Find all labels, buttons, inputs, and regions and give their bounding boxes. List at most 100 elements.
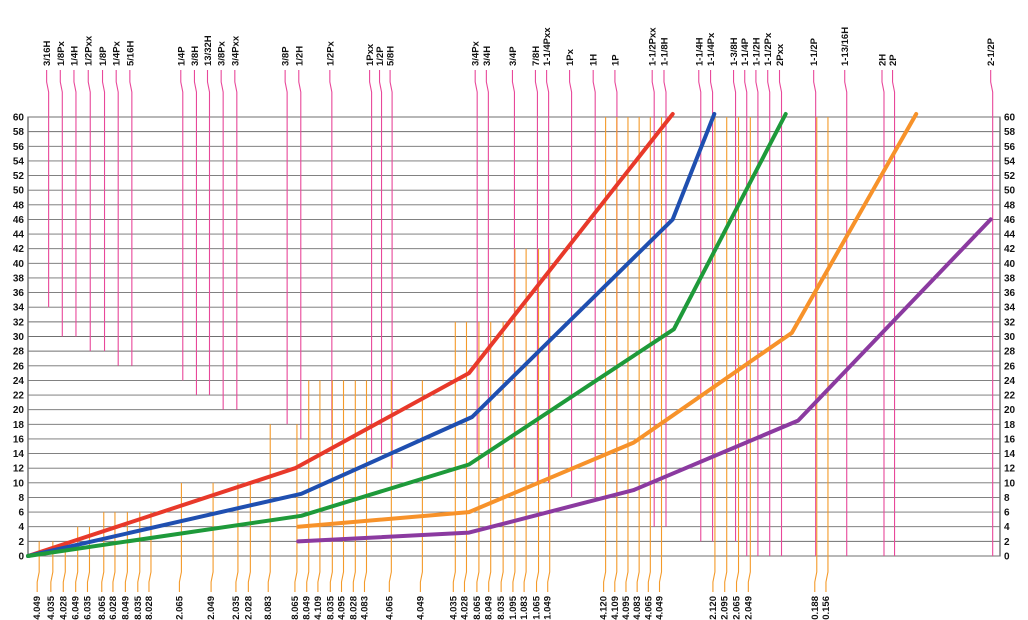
top-leader-line bbox=[193, 70, 198, 396]
y-tick-label-left: 20 bbox=[13, 405, 25, 416]
bottom-size-label: 1/2.035 bbox=[231, 595, 242, 620]
bottom-leader-line bbox=[625, 117, 629, 592]
bottom-size-label: 1-1/4.109 bbox=[610, 596, 621, 620]
y-tick-label-left: 4 bbox=[18, 522, 24, 533]
bottom-size-label: 3/4.095 bbox=[337, 595, 348, 620]
y-tick-label-left: 40 bbox=[13, 259, 25, 270]
series-line bbox=[26, 112, 675, 558]
y-tick-label-right: 52 bbox=[1004, 171, 1016, 182]
series-line bbox=[26, 112, 717, 558]
top-size-label: 1/2Pxx bbox=[84, 35, 95, 66]
top-leader-line bbox=[990, 70, 994, 556]
y-tick-label-right: 32 bbox=[1004, 317, 1016, 328]
y-tick-label-right: 12 bbox=[1004, 464, 1016, 475]
bottom-size-label: 1-1/4.095 bbox=[621, 595, 632, 620]
bottom-leader-line bbox=[137, 512, 141, 592]
top-size-label: 1Pxx bbox=[365, 43, 376, 66]
bottom-size-label: 1-1/4.049 bbox=[655, 596, 666, 620]
top-leader-line bbox=[298, 70, 302, 439]
top-size-label: 1Px bbox=[565, 48, 576, 66]
y-tick-label-left: 22 bbox=[13, 391, 25, 402]
bottom-leader-line bbox=[814, 117, 818, 592]
top-leader-line bbox=[115, 70, 119, 366]
y-tick-label-left: 58 bbox=[13, 127, 25, 138]
y-tick-label-left: 32 bbox=[13, 317, 25, 328]
bottom-size-label: 7/8.049 bbox=[484, 596, 495, 620]
top-leader-line bbox=[59, 70, 63, 337]
top-leader-line bbox=[220, 70, 224, 410]
top-leader-line bbox=[511, 70, 515, 469]
top-size-label: 2Pxx bbox=[775, 43, 786, 66]
y-tick-label-left: 16 bbox=[13, 434, 25, 445]
y-tick-label-right: 46 bbox=[1004, 215, 1016, 226]
bottom-size-label: 1.065 bbox=[532, 595, 543, 619]
top-leader-line bbox=[87, 70, 91, 352]
top-size-label: 1/4H bbox=[69, 46, 80, 66]
top-size-label: 2H bbox=[877, 54, 888, 66]
bottom-size-label: 1.083 bbox=[519, 596, 530, 620]
top-leader-line bbox=[101, 70, 106, 352]
top-leader-line bbox=[733, 70, 737, 542]
bottom-leader-line bbox=[603, 117, 607, 592]
y-tick-label-left: 30 bbox=[13, 332, 25, 343]
y-tick-label-left: 14 bbox=[13, 449, 25, 460]
bottom-leader-line bbox=[294, 424, 298, 592]
bottom-size-label: 1-1/4.065 bbox=[643, 595, 654, 620]
y-tick-label-left: 56 bbox=[13, 142, 25, 153]
top-size-label: 13/32H bbox=[203, 35, 214, 66]
bottom-leader-line bbox=[488, 321, 492, 592]
y-tick-label-left: 28 bbox=[13, 347, 25, 358]
bottom-size-label: 3/4.083 bbox=[359, 596, 370, 620]
top-leader-line bbox=[844, 70, 848, 556]
bottom-leader-line bbox=[512, 248, 516, 592]
bottom-leader-line bbox=[523, 248, 527, 592]
top-size-label: 3/4H bbox=[482, 46, 493, 66]
top-leader-line bbox=[881, 70, 885, 556]
bottom-size-label: 3/8.028 bbox=[144, 596, 155, 620]
top-leader-line bbox=[284, 70, 288, 425]
top-size-label: 1-1/2H bbox=[751, 37, 762, 66]
top-leader-line bbox=[892, 70, 896, 556]
bottom-size-label: 3/8.049 bbox=[120, 596, 131, 620]
bottom-size-label: 1-1/2.095 bbox=[720, 595, 731, 620]
bottom-leader-line bbox=[614, 117, 618, 592]
top-leader-line bbox=[778, 70, 783, 556]
bottom-leader-line bbox=[363, 380, 368, 592]
bottom-size-label: 3/4.049 bbox=[415, 596, 426, 620]
bottom-size-label: 3/8.065 bbox=[97, 595, 108, 620]
bottom-size-label: 1-1/2.049 bbox=[743, 596, 754, 620]
bottom-leader-line bbox=[317, 380, 321, 592]
y-tick-label-right: 40 bbox=[1004, 259, 1016, 270]
y-tick-label-right: 56 bbox=[1004, 142, 1016, 153]
label-leader-lines bbox=[36, 70, 994, 592]
top-size-label: 1/2Px bbox=[325, 40, 336, 66]
top-leader-line bbox=[234, 70, 238, 410]
bottom-size-label: 7/8.065 bbox=[472, 595, 483, 620]
bottom-leader-line bbox=[352, 380, 356, 592]
bottom-size-label: 1-1/2.120 bbox=[708, 596, 719, 620]
y-tick-label-left: 54 bbox=[13, 156, 25, 167]
top-leader-line bbox=[663, 70, 667, 527]
top-size-label: 1-1/4H bbox=[694, 37, 705, 66]
y-tick-label-right: 8 bbox=[1004, 493, 1010, 504]
top-leader-line bbox=[546, 70, 550, 483]
top-leader-line bbox=[744, 70, 748, 556]
series-line bbox=[296, 112, 919, 529]
bottom-leader-line bbox=[329, 380, 333, 592]
y-tick-label-left: 24 bbox=[13, 376, 25, 387]
top-size-label: 5/16H bbox=[125, 41, 136, 66]
top-leader-line bbox=[206, 70, 211, 396]
top-size-label: 1-1/4Px bbox=[706, 32, 717, 66]
bottom-size-label: 1-1/4.083 bbox=[632, 596, 643, 620]
y-tick-label-right: 60 bbox=[1004, 113, 1016, 124]
bottom-leader-line bbox=[658, 117, 663, 592]
y-tick-label-left: 2 bbox=[18, 537, 24, 548]
bottom-leader-line bbox=[178, 482, 182, 592]
top-size-label: 1-1/4P bbox=[740, 37, 751, 66]
top-size-label: 1-13/16H bbox=[840, 27, 851, 66]
y-tick-label-left: 36 bbox=[13, 288, 25, 299]
y-tick-label-right: 20 bbox=[1004, 405, 1016, 416]
bottom-leader-line bbox=[535, 248, 540, 592]
bottom-size-label: 5/8.049 bbox=[302, 596, 313, 620]
y-tick-label-right: 2 bbox=[1004, 537, 1010, 548]
